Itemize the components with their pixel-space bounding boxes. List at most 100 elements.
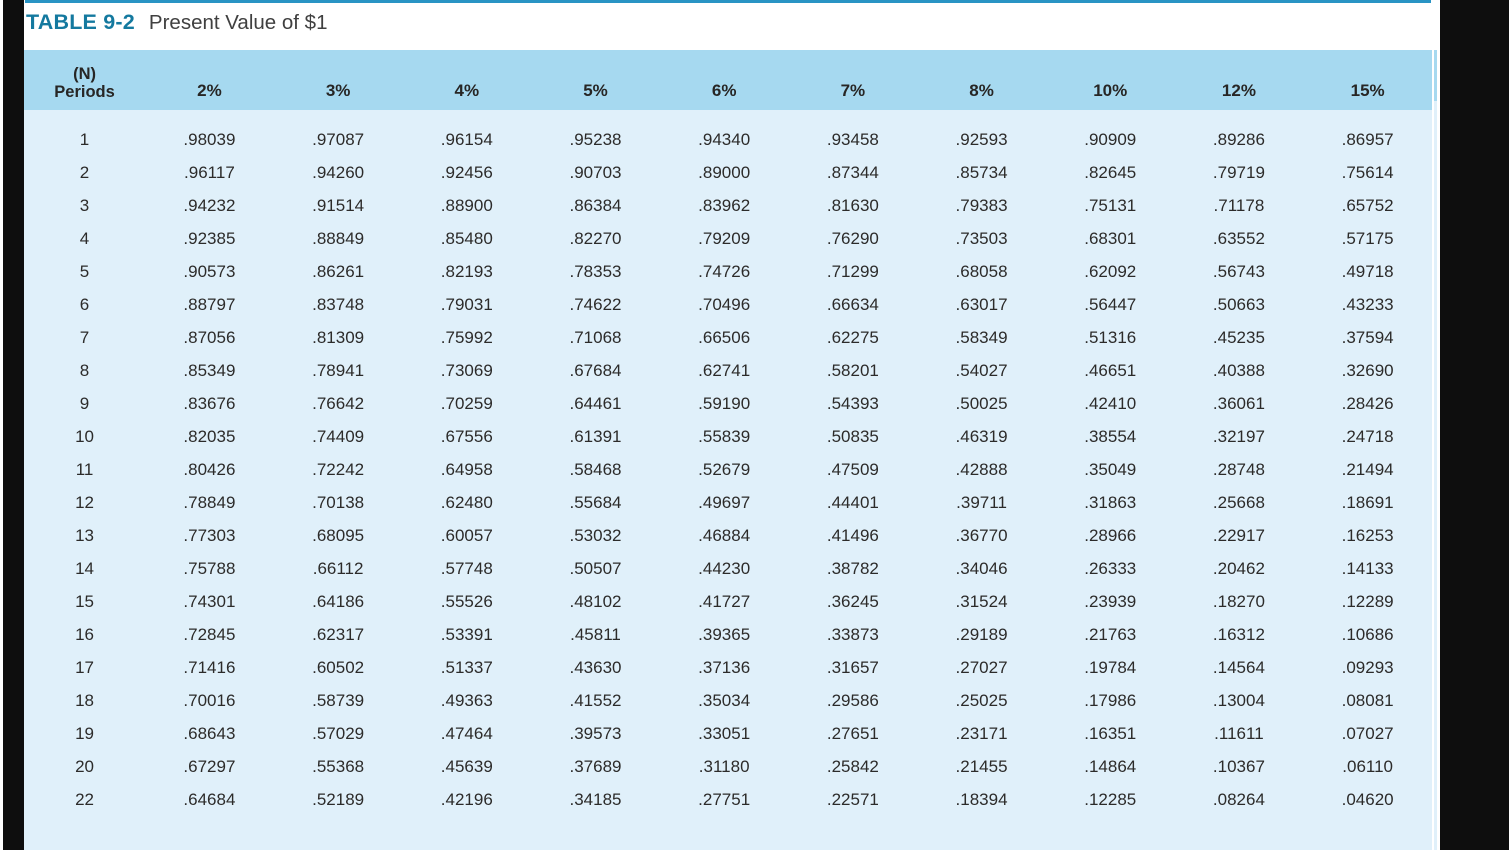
value-cell: .86261	[312, 261, 365, 281]
value-cell: .49718	[1341, 261, 1394, 281]
value-cell: .94232	[183, 195, 236, 215]
value-cell: .83962	[698, 195, 751, 215]
table-row: 13 .77303 .68095 .60057 .53032 .46884 .41496 .3…	[24, 519, 1432, 552]
right-edge-strip	[1434, 50, 1437, 850]
table-label: TABLE 9-2	[26, 10, 135, 34]
table-row: 2 .96117 .94260 .92456 .90703 .89000 .87344 .85…	[24, 156, 1432, 189]
value-cell: .81630	[826, 195, 879, 215]
periods-header: (N) Periods	[24, 50, 146, 110]
header-row: (N) Periods 2% 3% 4% 5% 6% 7% 8% 10% 12% 15%	[24, 50, 1432, 110]
value-cell: .62092	[1084, 261, 1137, 281]
value-cell: .50663	[1212, 294, 1265, 314]
value-cell: .68058	[955, 261, 1008, 281]
value-cell: .12285	[1084, 789, 1137, 809]
value-cell: .96154	[440, 129, 493, 149]
period-cell: 15	[75, 591, 94, 611]
value-cell: .31180	[698, 756, 750, 776]
value-cell: .78353	[569, 261, 622, 281]
period-cell: 14	[75, 558, 94, 578]
value-cell: .28426	[1341, 393, 1394, 413]
value-cell: .83748	[312, 294, 365, 314]
table-row: 14 .75788 .66112 .57748 .50507 .44230 .38782 .3…	[24, 552, 1432, 585]
value-cell: .07027	[1341, 723, 1394, 743]
value-cell: .82035	[183, 426, 236, 446]
value-cell: .08264	[1212, 789, 1265, 809]
table-row: 9 .83676 .76642 .70259 .64461 .59190 .54393 .50…	[24, 387, 1432, 420]
value-cell: .67297	[183, 756, 236, 776]
value-cell: .58468	[569, 459, 622, 479]
value-cell: .35049	[1084, 459, 1137, 479]
value-cell: .42196	[440, 789, 493, 809]
value-cell: .17986	[1084, 690, 1137, 710]
value-cell: .66634	[826, 294, 879, 314]
value-cell: .37136	[698, 657, 751, 677]
value-cell: .74301	[183, 591, 236, 611]
period-cell: 8	[79, 360, 90, 380]
value-cell: .13004	[1212, 690, 1265, 710]
value-cell: .12289	[1341, 591, 1394, 611]
value-cell: .94260	[312, 162, 365, 182]
value-cell: .90909	[1084, 129, 1137, 149]
periods-header-line1: (N)	[73, 65, 96, 84]
value-cell: .63017	[955, 294, 1008, 314]
value-cell: .19784	[1084, 657, 1137, 677]
period-cell: 9	[79, 393, 90, 413]
value-cell: .74409	[312, 426, 365, 446]
value-cell: .75788	[183, 558, 236, 578]
value-cell: .34185	[569, 789, 622, 809]
value-cell: .58349	[955, 327, 1008, 347]
table-row: 15 .74301 .64186 .55526 .48102 .41727 .36245 .3…	[24, 585, 1432, 618]
value-cell: .31524	[955, 591, 1008, 611]
value-cell: .25668	[1212, 492, 1265, 512]
value-cell: .37689	[569, 756, 622, 776]
value-cell: .52679	[698, 459, 751, 479]
value-cell: .45811	[570, 624, 621, 644]
value-cell: .67556	[440, 426, 493, 446]
value-cell: .71299	[826, 261, 879, 281]
value-cell: .22571	[826, 789, 879, 809]
table-caption: TABLE 9-2 Present Value of $1	[26, 10, 327, 35]
value-cell: .60057	[440, 525, 493, 545]
value-cell: .92593	[955, 129, 1008, 149]
value-cell: .27027	[955, 657, 1008, 677]
value-cell: .10686	[1341, 624, 1394, 644]
value-cell: .98039	[183, 129, 236, 149]
period-cell: 12	[75, 492, 94, 512]
rate-header: 10%	[1045, 50, 1175, 110]
period-cell: 22	[75, 789, 94, 809]
value-cell: .66506	[698, 327, 751, 347]
period-cell: 19	[75, 723, 94, 743]
value-cell: .26333	[1084, 558, 1137, 578]
value-cell: .71178	[1213, 195, 1265, 215]
value-cell: .48102	[569, 591, 622, 611]
value-cell: .77303	[183, 525, 236, 545]
value-cell: .90703	[569, 162, 622, 182]
value-cell: .51316	[1084, 327, 1137, 347]
value-cell: .33051	[698, 723, 751, 743]
value-cell: .74622	[569, 294, 622, 314]
value-cell: .53391	[440, 624, 493, 644]
value-cell: .18270	[1212, 591, 1265, 611]
value-cell: .20462	[1212, 558, 1265, 578]
table-body: 1 .98039 .97087 .96154 .95238 .94340 .93458 .92…	[24, 110, 1432, 816]
value-cell: .82270	[569, 228, 622, 248]
value-cell: .81309	[312, 327, 365, 347]
value-cell: .88797	[183, 294, 236, 314]
value-cell: .75131	[1084, 195, 1137, 215]
value-cell: .64461	[569, 393, 622, 413]
value-cell: .97087	[312, 129, 365, 149]
value-cell: .22917	[1212, 525, 1265, 545]
value-cell: .31863	[1084, 492, 1137, 512]
value-cell: .67684	[569, 360, 622, 380]
value-cell: .23171	[955, 723, 1008, 743]
value-cell: .14133	[1341, 558, 1394, 578]
value-cell: .76642	[312, 393, 365, 413]
value-cell: .51337	[440, 657, 493, 677]
value-cell: .88849	[312, 228, 365, 248]
table-row: 3 .94232 .91514 .88900 .86384 .83962 .81630 .79…	[24, 189, 1432, 222]
period-cell: 17	[75, 657, 94, 677]
value-cell: .29586	[826, 690, 879, 710]
value-cell: .09293	[1341, 657, 1394, 677]
value-cell: .39573	[569, 723, 622, 743]
rate-header: 4%	[402, 50, 532, 110]
